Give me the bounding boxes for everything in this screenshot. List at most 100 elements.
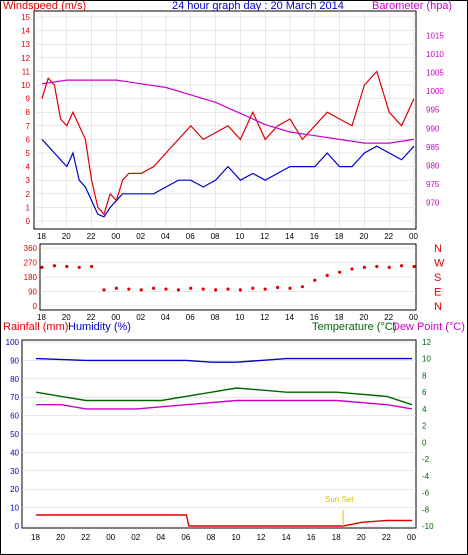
compass-label: N <box>434 243 442 255</box>
direction-x-tick-label: 06 <box>186 313 195 322</box>
wind-y-tick-label: 3 <box>26 176 31 185</box>
direction-point <box>90 264 94 269</box>
wind-x-tick-label: 18 <box>37 232 46 241</box>
direction-grid <box>40 247 416 307</box>
wind-x-tick-label: 14 <box>285 232 294 241</box>
direction-point <box>325 273 329 277</box>
direction-point <box>300 285 304 289</box>
direction-x-tick-label: 00 <box>409 313 418 322</box>
humidity-y-tick-label: 80 <box>10 375 19 384</box>
temphum-x-tick-label: 00 <box>106 533 115 542</box>
temphum-x-tick-label: 22 <box>81 533 90 542</box>
direction-point <box>288 286 292 290</box>
baro-y-tick-label: 1015 <box>426 32 444 41</box>
wind-x-ticks: 18 20 22 00 02 04 06 08 10 12 14 16 18 20 22 00 <box>37 232 418 241</box>
direction-y-ticks: 0 90 180 270 360 <box>24 244 38 311</box>
wind-series <box>41 70 415 218</box>
direction-x-tick-label: 20 <box>359 313 368 322</box>
temphum-x-tick-label: 08 <box>206 533 215 542</box>
temphum-x-tick-label: 00 <box>407 533 416 542</box>
temperature-y-tick-label: -8 <box>422 505 430 514</box>
direction-point <box>201 287 205 291</box>
direction-panel: 0 90 180 270 360 18 20 22 00 02 04 06 08 10 12 14 16 18 2… <box>24 243 445 322</box>
wind-y-tick-label: 5 <box>26 149 31 158</box>
rainfall-line <box>36 514 412 527</box>
dewpoint-line <box>36 399 413 410</box>
direction-point <box>189 286 193 290</box>
humidity-y-tick-label: 90 <box>10 356 19 365</box>
direction-x-ticks: 18 20 22 00 02 04 06 08 10 12 14 16 18 20 22 00 <box>37 313 418 322</box>
direction-x-tick-label: 08 <box>211 313 220 322</box>
direction-x-tick-label: 20 <box>62 313 71 322</box>
humidity-label: Humidity (%) <box>68 321 131 333</box>
temperature-y-tick-label: 0 <box>422 438 427 447</box>
wind-grid <box>34 11 416 229</box>
wind-y-tick-label: 0 <box>26 217 31 226</box>
direction-point <box>276 285 280 290</box>
temphum-grid <box>22 341 416 527</box>
direction-y-tick-label: 90 <box>28 288 37 297</box>
direction-point <box>412 264 416 269</box>
temperature-y-tick-label: 4 <box>422 405 427 414</box>
temperature-y-ticks: -10 -8 -6 -4 -2 0 2 4 6 8 10 12 <box>422 338 434 531</box>
wind-x-tick-label: 18 <box>335 232 344 241</box>
temperature-y-tick-label: 2 <box>422 422 427 431</box>
wind-y-tick-label: 4 <box>26 163 31 172</box>
temphum-x-tick-label: 06 <box>181 533 190 542</box>
direction-point <box>238 288 242 292</box>
temphum-x-tick-label: 12 <box>257 533 266 542</box>
direction-point <box>77 265 81 269</box>
humidity-y-tick-label: 10 <box>10 504 19 513</box>
direction-x-tick-label: 16 <box>310 313 319 322</box>
direction-point <box>40 265 44 269</box>
temphum-x-tick-label: 02 <box>131 533 140 542</box>
wind-y-tick-label: 2 <box>26 190 31 199</box>
direction-x-tick-label: 14 <box>285 313 294 322</box>
temphum-x-tick-label: 18 <box>31 533 40 542</box>
direction-point <box>127 287 131 291</box>
baro-y-tick-label: 985 <box>426 143 440 152</box>
rainfall-label: Rainfall (mm) <box>3 321 68 333</box>
direction-point <box>152 286 156 290</box>
temphum-x-tick-label: 18 <box>332 533 341 542</box>
temphum-series <box>35 357 413 527</box>
temphum-x-tick-label: 14 <box>282 533 291 542</box>
humidity-y-tick-label: 70 <box>10 393 19 402</box>
wind-y-tick-label: 1 <box>26 203 31 212</box>
baro-y-tick-label: 995 <box>426 106 440 115</box>
wind-y-tick-label: 7 <box>26 122 31 131</box>
baro-y-right-ticks: 970 975 980 985 990 995 1000 1005 1010 1015 <box>426 32 444 208</box>
direction-point <box>338 270 342 274</box>
humidity-y-tick-label: 50 <box>10 430 19 439</box>
temphum-x-tick-label: 04 <box>156 533 165 542</box>
direction-x-tick-label: 00 <box>111 313 120 322</box>
wind-plot-area <box>33 10 417 230</box>
wind-y-tick-label: 10 <box>21 81 30 90</box>
temphum-x-tick-label: 22 <box>382 533 391 542</box>
humidity-line <box>35 357 412 363</box>
temperature-y-tick-label: -4 <box>422 472 430 481</box>
temperature-label: Temperature (°C) <box>312 321 396 333</box>
wind-x-tick-label: 20 <box>359 232 368 241</box>
temperature-y-tick-label: -10 <box>422 522 434 531</box>
compass-label: E <box>434 287 441 299</box>
temperature-y-tick-label: 12 <box>422 338 431 347</box>
temphum-x-ticks: 18 20 22 00 02 04 06 08 10 12 14 16 18 20 22 00 <box>31 533 416 542</box>
direction-point <box>313 278 317 282</box>
humidity-y-tick-label: 0 <box>15 522 20 531</box>
wind-y-tick-label: 11 <box>22 67 31 76</box>
wind-y-tick-label: 9 <box>26 95 31 104</box>
compass-label: N <box>434 301 442 313</box>
wind-y-tick-label: 13 <box>21 40 30 49</box>
wind-y-tick-label: 6 <box>26 135 31 144</box>
direction-x-tick-label: 18 <box>37 313 46 322</box>
temphum-x-tick-label: 10 <box>232 533 241 542</box>
dewpoint-label: Dew Point (°C) <box>392 321 465 333</box>
wind-x-tick-label: 08 <box>211 232 220 241</box>
baro-y-tick-label: 970 <box>426 198 440 207</box>
baro-y-tick-label: 990 <box>426 124 440 133</box>
wind-x-tick-label: 22 <box>384 232 393 241</box>
